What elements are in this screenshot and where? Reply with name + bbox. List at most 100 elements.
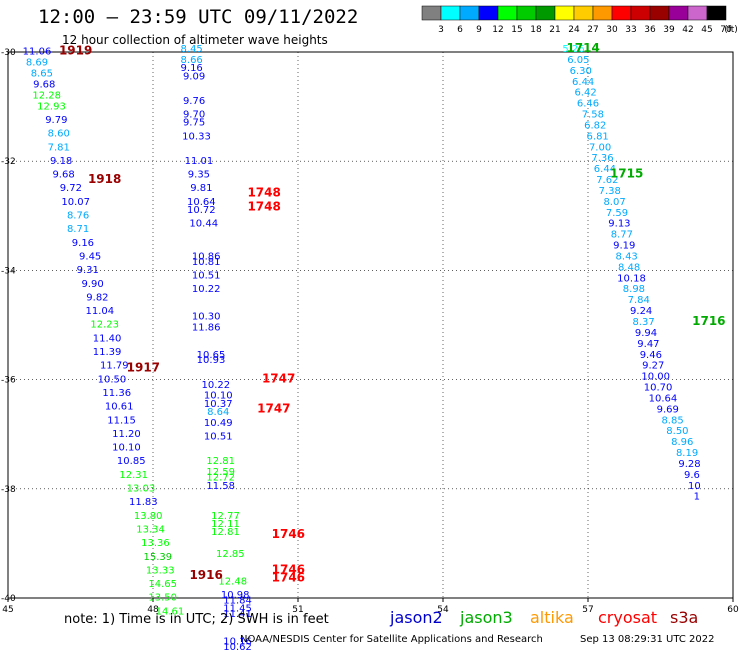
swh-data-point: 10.07 [61,197,90,208]
swh-data-point: 13.36 [141,538,170,549]
swh-data-point: 9.35 [188,170,210,181]
colorbar-tick-label: 45 [701,25,712,35]
swh-data-point: 8.48 [618,262,640,273]
swh-data-point: 6.82 [584,120,606,131]
swh-data-point: 5.26 [562,44,584,55]
swh-data-point: 7.00 [589,142,611,153]
swh-data-point: 13.50 [148,593,177,604]
colorbar-tick-label: 12 [492,25,503,35]
swh-data-point: 8.19 [676,448,698,459]
swh-data-point: 11.58 [206,481,235,492]
swh-data-point: 8.64 [207,407,229,418]
swh-data-point: 9.16 [181,63,203,74]
swh-data-point: 9.13 [608,219,630,230]
colorbar-tick-label: 36 [644,25,656,35]
swh-data-point: 11.06 [23,47,52,58]
legend-cryosat: cryosat [598,608,658,627]
y-tick-label: -30 [1,48,16,58]
legend-jason2: jason2 [390,608,443,627]
swh-data-point: 13.33 [146,565,175,576]
swh-data-point: 8.77 [611,230,633,241]
swh-data-point: 10.72 [187,205,216,216]
swh-data-point: 7.59 [606,208,628,219]
x-tick-label: 51 [292,605,303,615]
swh-data-point: 10.33 [182,131,211,142]
colorbar-unit: (ft) [724,25,738,35]
swh-data-point: 9.19 [613,241,635,252]
swh-data-point: 10.93 [197,355,226,366]
swh-data-point: 10.30 [192,312,221,323]
swh-data-point: 9.82 [86,292,108,303]
swh-data-point: 8.45 [181,44,203,55]
swh-data-point: 11.39 [93,347,122,358]
colorbar-tick-label: 42 [682,25,693,35]
pass-time-label: 1714 [566,41,599,55]
y-tick-label: -32 [1,157,16,167]
swh-data-point: 9.31 [77,265,99,276]
swh-data-point: 8.60 [48,129,70,140]
swh-data-point: 12.77 [211,511,240,522]
swh-data-point: 10.22 [192,284,221,295]
swh-data-point: 10.61 [105,402,134,413]
swh-data-point: 10.98 [221,590,250,601]
swh-data-point: 10.64 [187,197,216,208]
swh-data-point: 6.42 [574,88,596,99]
swh-data-point: 6.81 [587,131,609,142]
swh-data-point: 10.37 [204,399,233,410]
y-tick-label: -36 [1,376,16,386]
pass-time-label: 1916 [189,568,222,582]
swh-data-point: 7.36 [591,153,613,164]
swh-data-point: 11.86 [192,322,221,333]
track-s3a-west: 11.068.698.659.6812.2812.939.798.607.819… [23,47,185,618]
swh-data-point: 12.81 [211,527,240,538]
chart-title: 12:00 – 23:59 UTC 09/11/2022 [38,6,359,28]
pass-time-label: 1716 [692,314,725,328]
swh-data-point: 9.24 [630,306,652,317]
footer-date: Sep 13 08:29:31 UTC 2022 [580,634,715,645]
pass-time-label: 1917 [127,360,160,374]
swh-data-point: 11.20 [112,429,141,440]
swh-data-point: 6.05 [567,55,589,66]
swh-data-point: 11.79 [100,361,129,372]
colorbar-tick-label: 9 [476,25,482,35]
swh-data-point: 13.03 [127,484,156,495]
swh-data-point: 9.75 [183,118,205,129]
x-tick-label: 57 [582,605,593,615]
swh-data-point: 11.41 [223,609,252,620]
swh-data-point: 10.22 [202,380,231,391]
swh-data-point: 8.43 [616,251,638,262]
x-tick-label: 54 [437,605,449,615]
color-scale-legend: 3 6 9 12 15 18 21 24 27 30 33 36 39 42 45 70(ft) [421,5,738,35]
swh-data-point: 10.00 [641,372,670,383]
swh-data-point: 9.28 [678,459,700,470]
swh-data-point: 12.11 [211,519,240,530]
pass-time-label: 1748 [247,186,280,200]
colorbar-tick-label: 18 [530,25,542,35]
colorbar-tick-label: 27 [587,25,598,35]
swh-data-point: 10.70 [644,383,673,394]
swh-data-point: 12.72 [206,473,235,484]
footer-credit: NOAA/NESDIS Center for Satellite Applica… [240,634,543,645]
swh-data-point: 11.36 [102,388,131,399]
swh-data-point: 10.44 [189,219,218,230]
swh-data-point: 8.66 [181,55,203,66]
swh-data-point: 9.76 [183,96,205,107]
swh-data-point: 7.62 [596,175,618,186]
colorbar-tick-label: 21 [549,25,560,35]
swh-data-point: 10.50 [98,374,127,385]
pass-time-label: 1746 [272,571,305,585]
pass-time-label: 1746 [272,562,305,576]
track-cryosat: 8.458.669.169.09 9.76 9.709.75 10.33 11.01 9.… [181,44,252,650]
colorbar-swatch [706,5,727,21]
swh-data-point: 12.28 [32,90,61,101]
swh-data-point: 8.69 [26,58,48,69]
swh-data-point: 12.23 [90,320,119,331]
swh-data-point: 9.18 [50,156,72,167]
plot-frame [7,51,734,599]
colorbar-tick-label: 6 [457,25,463,35]
swh-data-point: 7.58 [582,110,604,121]
pass-time-label: 1918 [88,172,121,186]
swh-data-point: 11.15 [107,415,136,426]
swh-data-point: 10.85 [117,456,146,467]
